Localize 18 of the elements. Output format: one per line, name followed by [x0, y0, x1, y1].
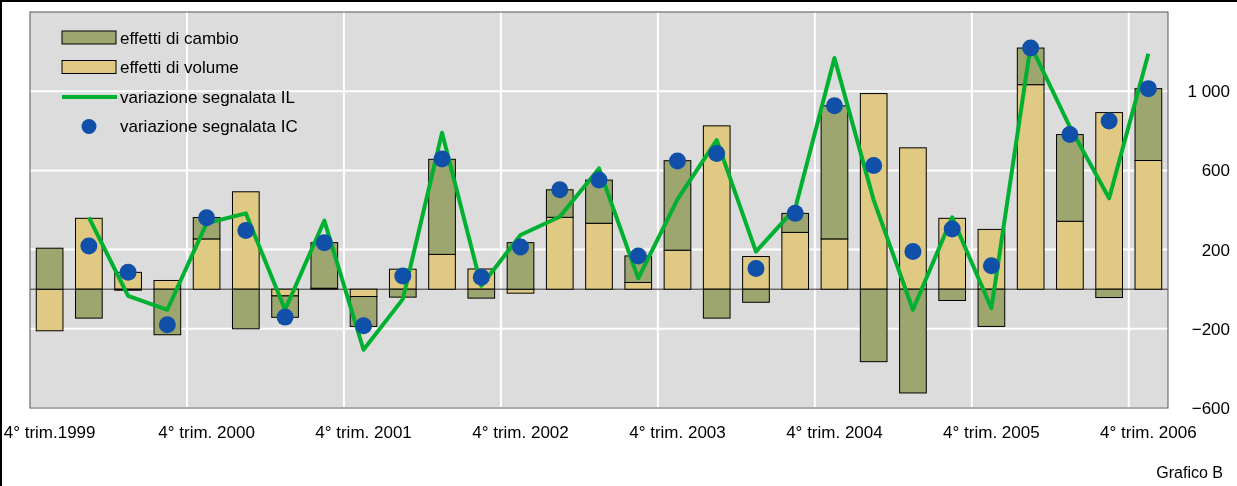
- y-tick-label: −200: [1191, 319, 1230, 339]
- text: Grafico B: [1156, 464, 1223, 481]
- y-tick-label: −600: [1191, 398, 1230, 418]
- x-tick-label: 4° trim. 2006: [1100, 423, 1197, 442]
- y-tick-label: 1 000: [1187, 82, 1230, 102]
- legend-label: variazione segnalata IL: [120, 87, 295, 107]
- x-tick-label: 4° trim. 2001: [315, 423, 412, 442]
- legend-label: effetti di volume: [120, 58, 239, 78]
- x-tick-label: 4° trim. 2002: [472, 423, 569, 442]
- legend-label: effetti di cambio: [120, 28, 239, 48]
- y-tick-label: 600: [1201, 161, 1230, 181]
- x-tick-label: 4° trim. 2003: [629, 423, 726, 442]
- x-tick-label: 4° trim. 2004: [786, 423, 883, 442]
- x-tick-label: 4° trim. 2005: [943, 423, 1040, 442]
- x-tick-label: 4° trim. 2000: [158, 423, 255, 442]
- x-tick-label: 4° trim.1999: [3, 423, 96, 442]
- y-tick-label: 200: [1201, 240, 1230, 260]
- legend-label: variazione segnalata IC: [120, 117, 298, 137]
